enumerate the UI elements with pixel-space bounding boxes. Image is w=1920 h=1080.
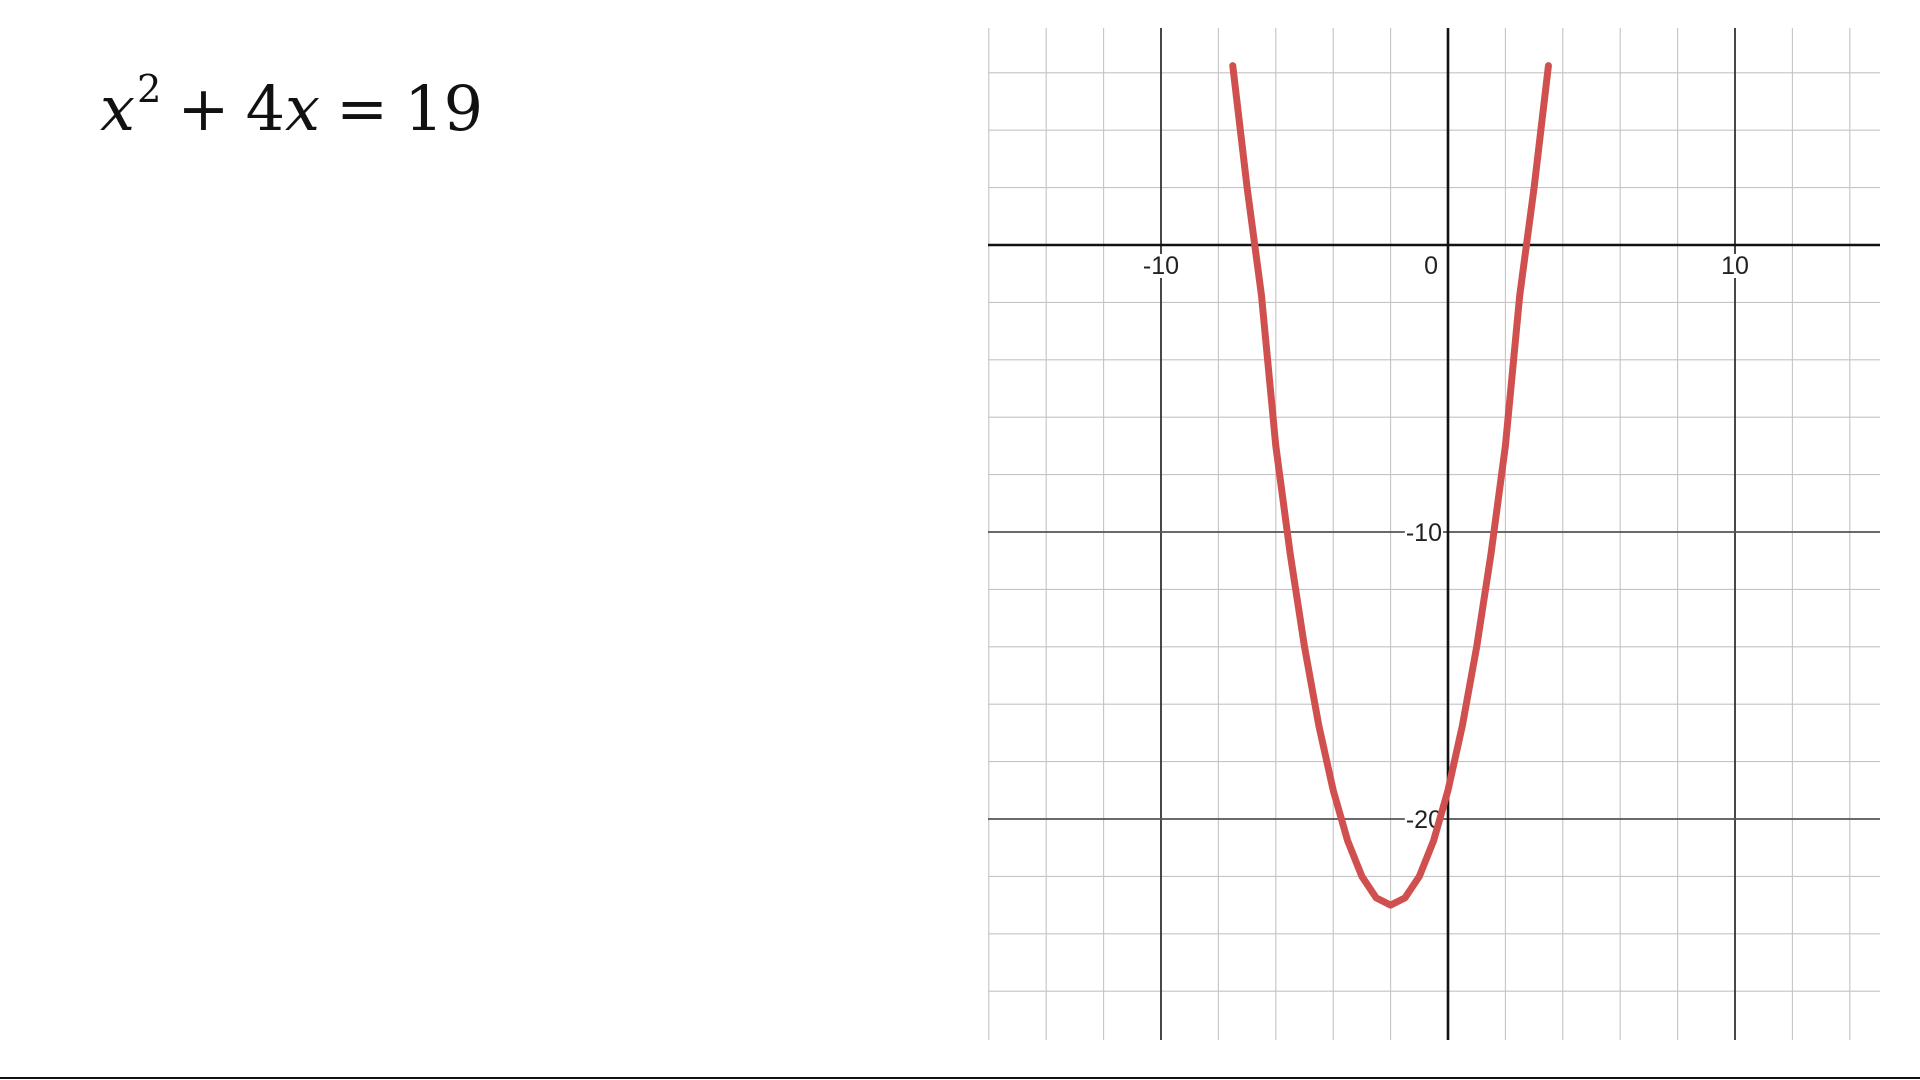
tick-labels: -10 0 10-10-20 <box>1141 252 1750 834</box>
x-tick-label: 10 <box>1721 252 1749 280</box>
parabola-curve <box>1229 62 1552 909</box>
equation: x2 +4x = 19 <box>100 71 483 140</box>
x-tick-label-bg <box>1720 254 1750 278</box>
x-tick-label-bg <box>1141 254 1181 278</box>
equation-equals: = <box>336 72 389 145</box>
x-tick-label-bg <box>1423 254 1439 278</box>
minor-gridlines <box>988 28 1880 1040</box>
equation-variable: x <box>100 72 135 145</box>
equation-rhs: 19 <box>404 72 484 145</box>
y-tick-label: -10 <box>1406 519 1442 547</box>
x-tick-label: -10 <box>1143 252 1179 280</box>
equation-coefficient: 4 <box>245 72 286 145</box>
equation-plus: + <box>177 72 230 145</box>
bottom-divider <box>0 1077 1920 1079</box>
curve-layer <box>1229 62 1552 909</box>
axes <box>988 28 1880 1040</box>
equation-variable-linear: x <box>285 72 321 145</box>
equation-exponent: 2 <box>136 67 162 113</box>
x-tick-label: 0 <box>1424 252 1438 280</box>
y-tick-label-bg <box>1404 521 1443 545</box>
